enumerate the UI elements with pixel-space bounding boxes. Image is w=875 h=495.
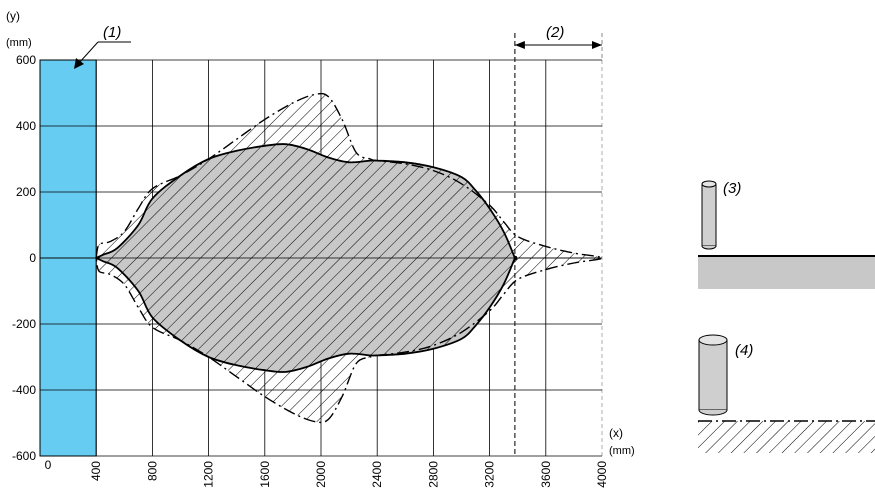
callout-small-object-label: (3) xyxy=(723,180,741,197)
y-tick-label: -200 xyxy=(12,317,36,331)
x-tick-label: 1600 xyxy=(258,461,272,488)
y-axis-label: (y) xyxy=(6,9,20,23)
legend-large-object: (4) xyxy=(698,334,875,453)
x-axis-label: (x) xyxy=(609,426,623,440)
y-axis-unit: (mm) xyxy=(6,37,32,49)
cylinder-small-icon xyxy=(701,180,717,250)
hatched-surface-bar xyxy=(698,421,875,453)
range-arrowhead-left xyxy=(514,41,525,49)
x-tick-label: 4000 xyxy=(595,461,609,488)
cylinder-large-icon xyxy=(698,334,728,416)
y-tick-label: 400 xyxy=(16,119,36,133)
large-object-outline xyxy=(95,92,602,424)
y-tick-labels: 600 400 200 0 -200 -400 -600 xyxy=(12,53,36,463)
x-tick-label: 2800 xyxy=(426,461,440,488)
x-tick-label: 800 xyxy=(145,461,159,481)
range-arrowhead-right xyxy=(592,41,602,49)
x-tick-label: 0 xyxy=(45,458,52,472)
y-tick-label: -600 xyxy=(12,449,36,463)
y-tick-label: 200 xyxy=(16,185,36,199)
x-tick-labels: 0 400 800 1200 1600 2000 2400 2800 3200 3600 4000 xyxy=(45,458,609,488)
x-tick-label: 3200 xyxy=(483,461,497,488)
gray-surface-bar xyxy=(698,256,875,289)
y-tick-label: -400 xyxy=(12,383,36,397)
callout-zone-arrow-line xyxy=(78,41,99,64)
x-axis-unit: (mm) xyxy=(609,445,635,457)
legend-small-object: (3) xyxy=(698,180,875,289)
x-tick-label: 2400 xyxy=(370,461,384,488)
x-tick-label: 3600 xyxy=(539,461,553,488)
y-tick-label: 0 xyxy=(29,251,36,265)
callout-large-object-label: (4) xyxy=(735,342,753,359)
x-tick-label: 2000 xyxy=(314,461,328,488)
x-tick-label: 400 xyxy=(89,461,103,481)
y-tick-label: 600 xyxy=(16,53,36,67)
callout-range-label: (2) xyxy=(546,24,564,41)
callout-zone-label: (1) xyxy=(103,24,121,41)
callout-zone-arrowhead xyxy=(74,58,84,69)
x-tick-label: 1200 xyxy=(202,461,216,488)
